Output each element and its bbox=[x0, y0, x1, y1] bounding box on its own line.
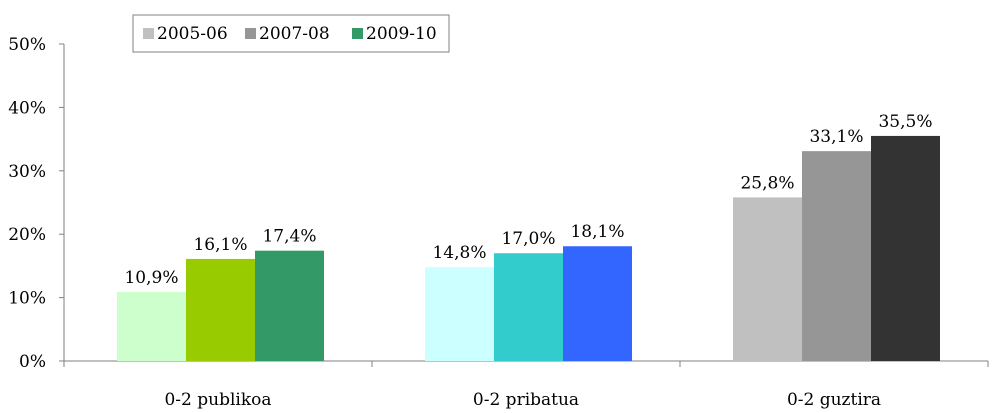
bar bbox=[117, 291, 186, 361]
x-tick-label: 0-2 publikoa bbox=[164, 390, 271, 410]
data-label: 25,8% bbox=[740, 173, 794, 193]
data-label: 16,1% bbox=[193, 235, 247, 255]
bar bbox=[186, 258, 255, 361]
axes: 0% 10% 20% 30% 40% 50% 0-2 publikoa 0-2 pribatu… bbox=[8, 35, 989, 410]
y-tick-label: 40% bbox=[8, 98, 46, 118]
data-label: 33,1% bbox=[809, 127, 863, 147]
legend-box bbox=[132, 14, 450, 53]
y-tick-label: 50% bbox=[8, 35, 46, 55]
legend-swatch bbox=[143, 28, 154, 39]
bar bbox=[425, 267, 494, 361]
y-tick-label: 20% bbox=[8, 225, 46, 245]
legend-swatch bbox=[352, 28, 363, 39]
bar bbox=[802, 151, 871, 361]
data-labels: 10,9% 16,1% 17,4% 14,8% 17,0% 18,1% 25,8% 33,1%… bbox=[124, 112, 932, 288]
data-label: 10,9% bbox=[124, 268, 178, 288]
legend-swatch bbox=[245, 28, 256, 39]
y-tick-label: 30% bbox=[8, 162, 46, 182]
x-tick-label: 0-2 pribatua bbox=[473, 390, 579, 410]
bars bbox=[117, 135, 940, 361]
data-label: 35,5% bbox=[878, 112, 932, 132]
bar bbox=[871, 135, 940, 361]
data-label: 18,1% bbox=[570, 222, 624, 242]
y-tick-label: 10% bbox=[8, 289, 46, 309]
bar bbox=[563, 246, 632, 361]
bar bbox=[255, 250, 324, 361]
legend: 2005-06 2007-08 2009-10 bbox=[132, 14, 450, 53]
data-label: 14,8% bbox=[432, 243, 486, 263]
legend-label: 2007-08 bbox=[259, 24, 330, 44]
data-label: 17,0% bbox=[501, 229, 555, 249]
bar bbox=[494, 253, 563, 361]
legend-label: 2005-06 bbox=[157, 24, 228, 44]
y-tick-label: 0% bbox=[19, 352, 46, 372]
x-tick-label: 0-2 guztira bbox=[787, 390, 881, 410]
bar bbox=[733, 197, 802, 361]
legend-label: 2009-10 bbox=[366, 24, 437, 44]
data-label: 17,4% bbox=[262, 227, 316, 247]
